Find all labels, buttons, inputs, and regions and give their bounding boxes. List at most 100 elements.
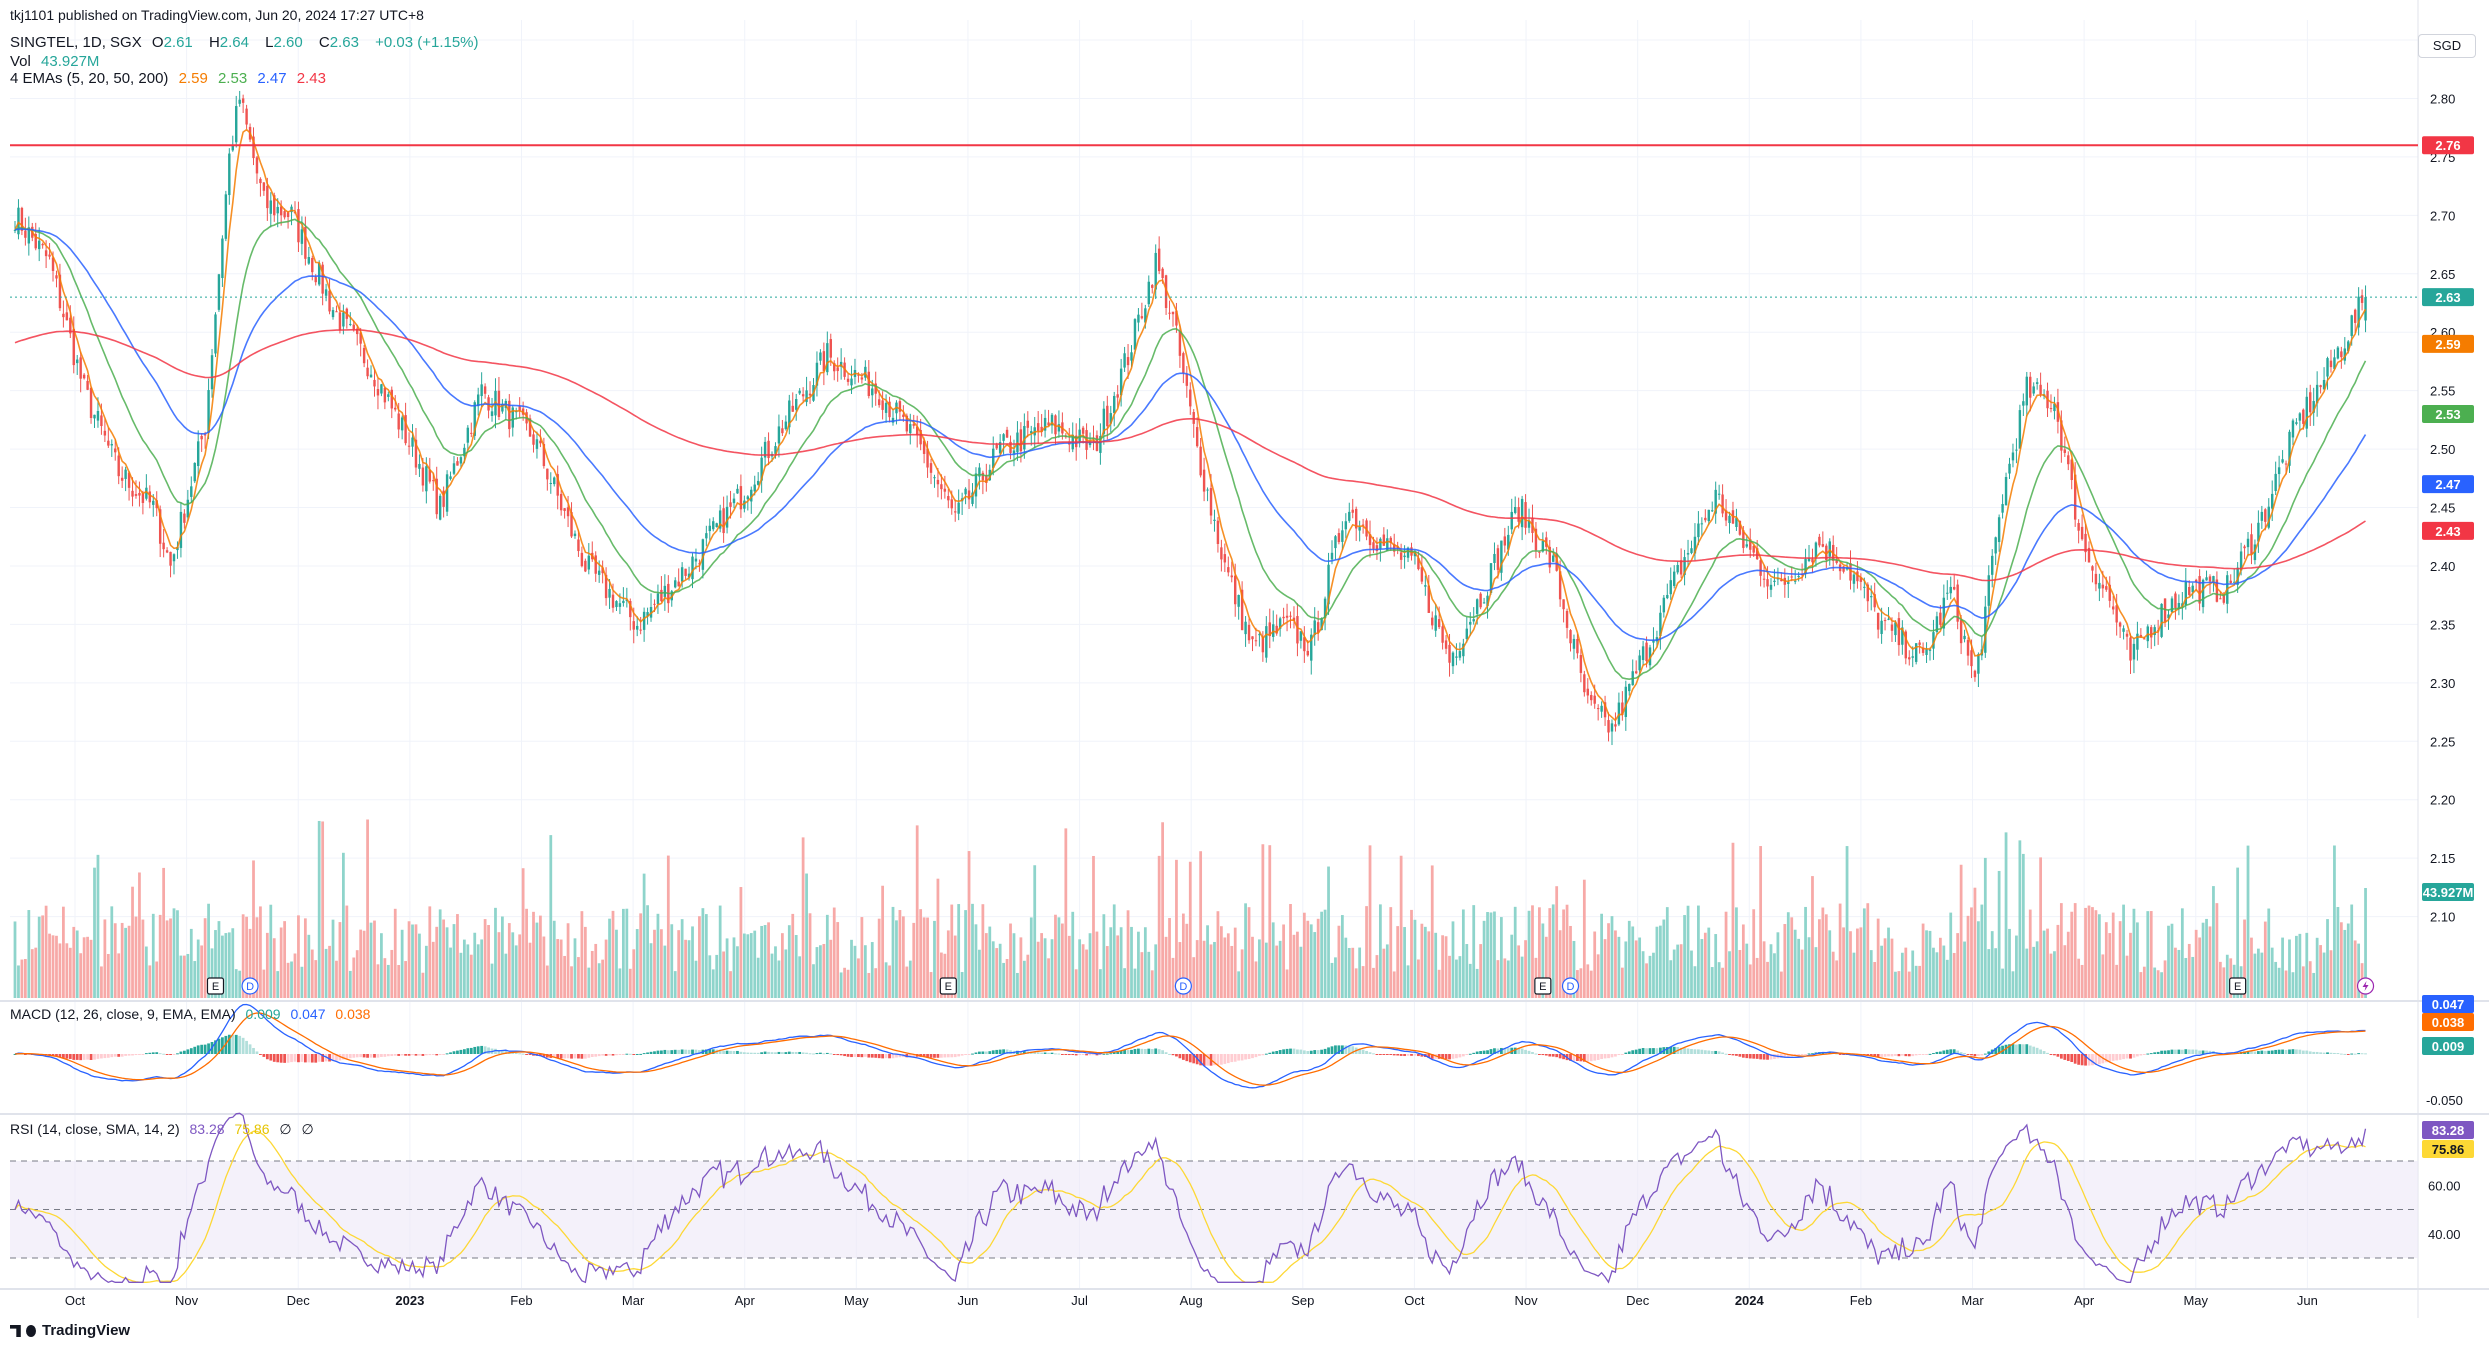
- volume-bar: [1430, 865, 1434, 998]
- candle-body: [1721, 494, 1724, 514]
- macd-hist-bar: [1887, 1054, 1890, 1057]
- candle-body: [718, 510, 722, 529]
- candle-body: [1659, 612, 1662, 637]
- macd-hist-bar: [1977, 1054, 1980, 1056]
- candle-body: [2312, 401, 2315, 413]
- macd-hist-bar: [1489, 1049, 1493, 1054]
- volume-bar: [798, 956, 802, 998]
- macd-hist-bar: [120, 1054, 124, 1057]
- candle-body: [570, 512, 573, 537]
- volume-bar: [1942, 945, 1946, 998]
- macd-hist-bar: [832, 1054, 836, 1055]
- volume-bar: [20, 959, 24, 998]
- price-axis[interactable]: 2.852.802.752.702.652.602.552.502.452.40…: [2426, 33, 2463, 1242]
- macd-hist-bar: [1060, 1054, 1064, 1055]
- candle-body: [238, 99, 241, 104]
- time-tick-label: Mar: [1961, 1293, 1984, 1308]
- macd-hist-bar: [1213, 1054, 1216, 1066]
- macd-hist-bar: [1430, 1054, 1434, 1059]
- ema-legend[interactable]: 4 EMAs (5, 20, 50, 200) 2.59 2.53 2.47 2…: [10, 70, 332, 88]
- candle-body: [1897, 618, 1901, 646]
- candle-body: [1185, 374, 1189, 386]
- macd-hist-bar: [227, 1034, 231, 1054]
- volume-bar: [725, 938, 729, 998]
- volume-bar: [127, 925, 131, 998]
- currency-button[interactable]: SGD: [2418, 34, 2476, 58]
- candle-body: [1946, 592, 1949, 594]
- volume-bar: [877, 918, 881, 998]
- volume-bar: [1679, 944, 1683, 998]
- price-tick-label: 2.80: [2430, 91, 2455, 106]
- macd-hist-bar: [2295, 1049, 2298, 1054]
- macd-hist-bar: [1627, 1051, 1631, 1054]
- macd-hist-bar: [1883, 1054, 1887, 1057]
- volume-bar: [1382, 948, 1386, 998]
- volume-bar: [424, 945, 428, 998]
- volume-bar: [2322, 952, 2326, 998]
- time-axis[interactable]: Oct Nov Dec 2023 Feb Mar Apr May Jun Jul Aug Sep Oct…: [65, 1293, 2318, 1308]
- volume-bar: [445, 927, 449, 998]
- signal-axis-label-bg: [2422, 1013, 2474, 1031]
- rsi-legend[interactable]: RSI (14, close, SMA, 14, 2) 83.28 75.86 …: [10, 1121, 320, 1138]
- macd-hist-bar: [2274, 1049, 2278, 1054]
- candle-body: [1005, 429, 1009, 438]
- macd-hist-bar: [1050, 1052, 1054, 1054]
- volume-bar: [829, 939, 833, 998]
- macd-hist-bar: [1735, 1054, 1738, 1056]
- candle-body: [2191, 585, 2194, 593]
- macd-hist-bar: [1126, 1050, 1130, 1054]
- logo-text: TradingView: [42, 1322, 131, 1339]
- macd-hist-bar: [2091, 1054, 2094, 1066]
- candle-body: [1790, 576, 1793, 578]
- macd-legend[interactable]: MACD (12, 26, close, 9, EMA, EMA) 0.009 …: [10, 1006, 376, 1022]
- volume-bar: [342, 852, 345, 998]
- tradingview-logo[interactable]: TradingView: [10, 1322, 130, 1339]
- volume-bar: [1164, 936, 1168, 998]
- volume-bar: [438, 909, 442, 998]
- volume-bar: [1966, 915, 1970, 998]
- macd-hist-bar: [1185, 1054, 1189, 1062]
- macd-hist-bar: [812, 1053, 815, 1055]
- macd-hist-bar: [1309, 1050, 1313, 1054]
- volume-bar: [991, 941, 995, 998]
- macd-hist-bar: [366, 1054, 369, 1058]
- volume-bar: [2305, 932, 2309, 998]
- candle-body: [1472, 619, 1475, 622]
- candle-body: [967, 490, 971, 500]
- macd-hist-bar: [1634, 1049, 1638, 1054]
- macd-hist-bar: [1679, 1047, 1683, 1054]
- volume-bar: [1410, 909, 1413, 998]
- macd-hist-bar: [1493, 1048, 1496, 1054]
- volume-bar: [1320, 911, 1324, 998]
- macd-hist-bar: [1610, 1054, 1614, 1058]
- candle-body: [888, 401, 891, 418]
- macd-hist-bar: [1551, 1054, 1555, 1057]
- candle-body: [2150, 627, 2153, 638]
- volume-bar: [2274, 961, 2278, 998]
- volume-bar: [784, 949, 788, 998]
- macd-hist-bar: [390, 1054, 394, 1057]
- macd-hist-bar: [978, 1051, 981, 1054]
- candle-body: [349, 323, 352, 325]
- macd-hist-bar: [452, 1051, 456, 1054]
- candle-body: [79, 357, 82, 379]
- macd-hist-bar: [1313, 1050, 1317, 1054]
- volume-bar: [860, 917, 864, 998]
- macd-hist-bar: [1631, 1050, 1635, 1054]
- macd-hist-bar: [1327, 1047, 1330, 1054]
- macd-hist-bar: [822, 1053, 826, 1055]
- macd-hist-bar: [2132, 1054, 2136, 1058]
- rsi-background: [10, 1160, 2418, 1259]
- volume-bar: [1389, 907, 1393, 998]
- candle-body: [1793, 580, 1797, 582]
- volume-bar: [573, 938, 577, 998]
- volume-bar: [836, 922, 840, 998]
- candle-body: [732, 498, 736, 504]
- macd-hist-bar: [583, 1054, 587, 1059]
- symbol-label[interactable]: SINGTEL, 1D, SGX: [10, 34, 142, 51]
- candle-body: [2139, 634, 2143, 638]
- volume-bar: [169, 918, 172, 998]
- ema200-value: 2.43: [296, 70, 326, 87]
